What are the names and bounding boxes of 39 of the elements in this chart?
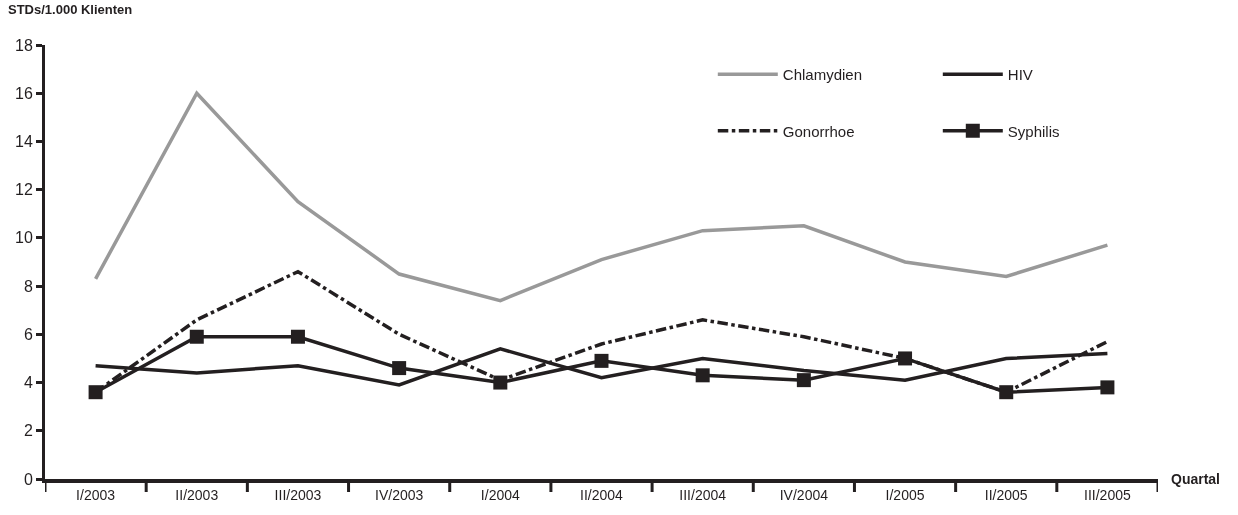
x-tick-label: II/2003 (175, 486, 219, 503)
point (290, 329, 305, 344)
x-tick-label: IV/2003 (375, 486, 424, 503)
y-tick-label: 8 (23, 277, 33, 295)
y-tick-label: 6 (23, 325, 33, 343)
y-tick-label: 12 (15, 181, 33, 199)
point (898, 351, 913, 366)
x-axis-title: Quartal (1171, 471, 1221, 487)
x-tick-label: I/2003 (76, 486, 116, 503)
y-tick-label: 18 (15, 36, 33, 54)
legend-label: Gonorrhoe (782, 122, 855, 140)
point (493, 375, 508, 390)
point (189, 329, 204, 344)
x-tick-label: I/2004 (480, 486, 520, 503)
x-tick-label: III/2005 (1084, 486, 1131, 503)
line-series (93, 91, 1110, 303)
legend-label: Chlamydien (782, 66, 863, 84)
x-tick-label: II/2005 (984, 486, 1028, 503)
point (796, 373, 811, 388)
x-tick-label: I/2005 (885, 486, 925, 503)
point (88, 385, 103, 400)
y-axis-title: STDs/1.000 Klienten (8, 2, 133, 17)
point (392, 361, 407, 376)
y-tick-label: 10 (15, 229, 33, 247)
y-tick-label: 0 (23, 470, 33, 488)
legend-label: HIV (1007, 66, 1033, 84)
y-tick-label: 4 (23, 374, 33, 392)
x-tick-label: IV/2004 (779, 486, 829, 503)
point (594, 353, 609, 368)
point (999, 385, 1014, 400)
x-tick-label: III/2003 (274, 486, 322, 503)
legend-label: Syphilis (1007, 122, 1060, 140)
y-tick-label: 16 (15, 84, 33, 102)
y-tick-label: 2 (23, 422, 33, 440)
point (1100, 380, 1115, 395)
y-tick-label: 14 (15, 133, 33, 151)
x-tick-label: III/2004 (679, 486, 727, 503)
x-tick-label: II/2004 (580, 486, 624, 503)
point (695, 368, 710, 383)
